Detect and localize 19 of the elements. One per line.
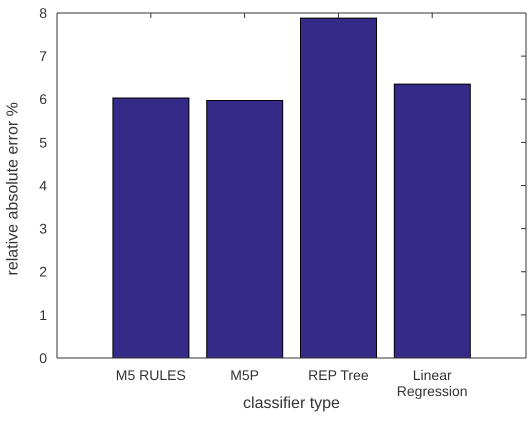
x-axis-title: classifier type bbox=[243, 395, 340, 412]
y-tick-label: 3 bbox=[39, 220, 48, 237]
y-tick-label: 0 bbox=[39, 350, 48, 366]
x-tick-label: M5 RULES bbox=[116, 367, 186, 383]
y-tick-label: 7 bbox=[39, 48, 48, 64]
y-tick-label: 6 bbox=[39, 91, 48, 108]
y-axis-title: relative absolute error % bbox=[4, 102, 22, 276]
bar bbox=[206, 100, 284, 358]
y-tick-label: 1 bbox=[39, 306, 48, 323]
y-tick-label: 5 bbox=[39, 134, 48, 150]
bar bbox=[394, 84, 471, 358]
y-tick-label: 8 bbox=[39, 4, 48, 21]
x-tick-label: REP Tree bbox=[308, 367, 369, 383]
y-tick-label: 2 bbox=[39, 264, 48, 280]
bar bbox=[112, 97, 190, 358]
x-tick-label: Linear Regression bbox=[396, 367, 468, 399]
bar bbox=[300, 18, 377, 358]
y-tick-label: 4 bbox=[39, 177, 48, 194]
x-tick-label: M5P bbox=[230, 367, 259, 383]
